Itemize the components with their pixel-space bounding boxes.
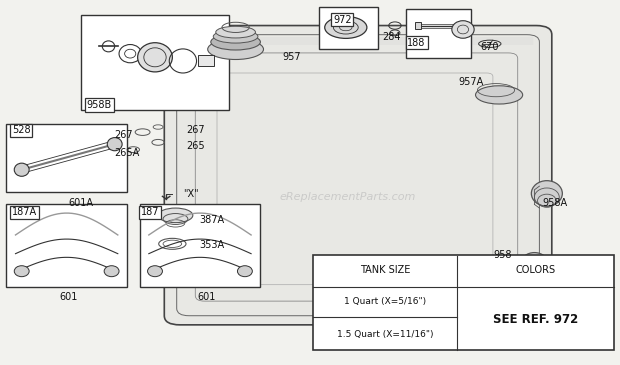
Text: 265A: 265A	[115, 148, 140, 158]
Text: SEE REF. 972: SEE REF. 972	[493, 312, 578, 326]
Text: 958: 958	[493, 250, 512, 261]
Ellipse shape	[158, 208, 193, 223]
Text: "X": "X"	[183, 189, 198, 199]
Ellipse shape	[148, 266, 162, 277]
Bar	[319, 7, 378, 49]
Text: 957A: 957A	[459, 77, 484, 87]
Text: 387A: 387A	[200, 215, 225, 225]
Ellipse shape	[521, 253, 548, 274]
Bar	[140, 204, 260, 287]
Text: 670: 670	[480, 42, 499, 53]
Text: 284: 284	[383, 31, 401, 42]
Text: 187A: 187A	[12, 207, 37, 218]
Ellipse shape	[213, 30, 258, 43]
Text: 528: 528	[12, 125, 30, 135]
Ellipse shape	[138, 43, 172, 72]
Ellipse shape	[107, 138, 122, 151]
Text: 958A: 958A	[542, 197, 568, 208]
Text: 972: 972	[333, 15, 352, 25]
Text: 353A: 353A	[200, 239, 225, 250]
Bar	[415, 22, 421, 30]
Text: COLORS: COLORS	[516, 265, 556, 275]
Ellipse shape	[452, 21, 474, 38]
Text: 601A: 601A	[68, 197, 93, 208]
Bar	[313, 255, 614, 350]
Bar	[6, 204, 127, 287]
Text: 265: 265	[186, 141, 205, 151]
Text: 601: 601	[59, 292, 78, 303]
Bar	[198, 55, 214, 66]
Ellipse shape	[216, 26, 255, 38]
Text: 601: 601	[197, 292, 216, 303]
Text: 187: 187	[141, 207, 159, 218]
Bar	[6, 124, 127, 192]
Ellipse shape	[14, 163, 29, 176]
Bar	[406, 9, 471, 58]
Ellipse shape	[531, 181, 562, 206]
Text: 267: 267	[115, 130, 133, 140]
Ellipse shape	[211, 34, 260, 50]
Ellipse shape	[208, 39, 264, 59]
Ellipse shape	[325, 16, 367, 38]
Text: 188: 188	[407, 38, 426, 48]
Bar	[81, 15, 229, 110]
Text: 1.5 Quart (X=11/16"): 1.5 Quart (X=11/16")	[337, 330, 433, 339]
Text: 957: 957	[282, 51, 301, 62]
Ellipse shape	[14, 266, 29, 277]
Ellipse shape	[476, 86, 523, 104]
Text: TANK SIZE: TANK SIZE	[360, 265, 410, 275]
Text: eReplacementParts.com: eReplacementParts.com	[279, 192, 415, 202]
Text: 1 Quart (X=5/16"): 1 Quart (X=5/16")	[344, 296, 427, 306]
FancyBboxPatch shape	[164, 26, 552, 325]
Ellipse shape	[237, 266, 252, 277]
Text: 267: 267	[186, 124, 205, 135]
Text: 958B: 958B	[87, 100, 112, 110]
Ellipse shape	[104, 266, 119, 277]
